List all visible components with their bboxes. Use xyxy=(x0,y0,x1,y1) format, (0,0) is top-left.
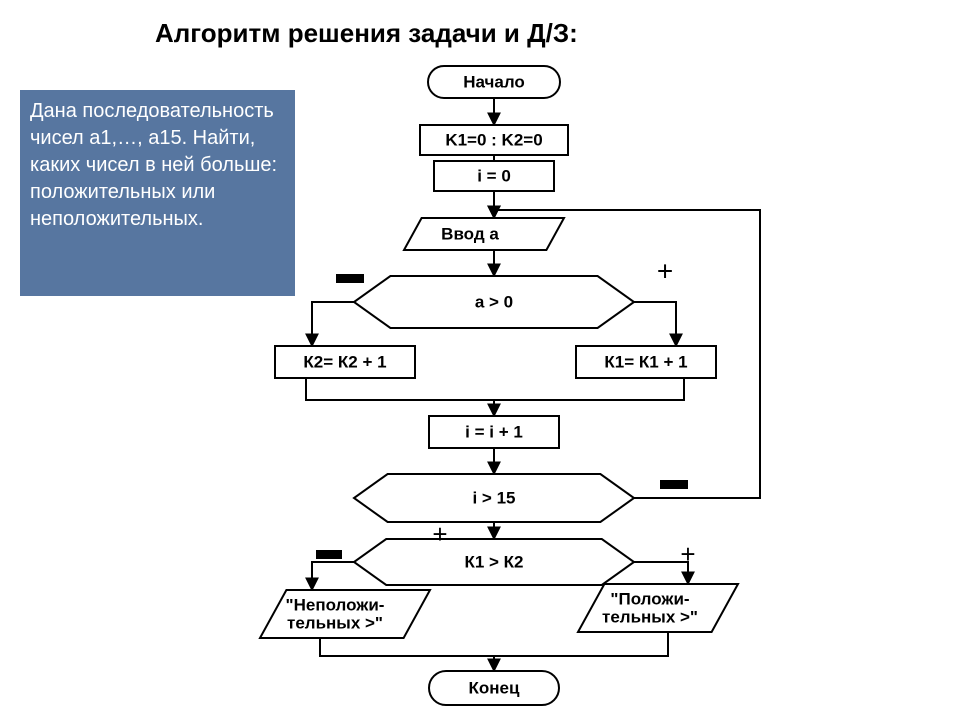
svg-text:К1 > К2: К1 > К2 xyxy=(464,552,523,571)
svg-text:a > 0: a > 0 xyxy=(475,292,513,311)
svg-text:i > 15: i > 15 xyxy=(472,488,515,507)
svg-text:тельных >": тельных >" xyxy=(287,613,383,632)
svg-text:К2= К2 + 1: К2= К2 + 1 xyxy=(303,352,386,371)
svg-text:тельных >": тельных >" xyxy=(602,607,698,626)
svg-text:"Неположи-: "Неположи- xyxy=(286,596,385,615)
svg-text:K1=0 : K2=0: K1=0 : K2=0 xyxy=(445,130,542,149)
svg-text:Конец: Конец xyxy=(469,678,520,697)
svg-text:Ввод a: Ввод a xyxy=(441,224,499,243)
svg-text:+: + xyxy=(680,539,695,569)
svg-text:К1= К1 + 1: К1= К1 + 1 xyxy=(604,352,687,371)
svg-text:+: + xyxy=(657,255,673,286)
svg-text:i = i + 1: i = i + 1 xyxy=(465,422,523,441)
flowchart: Начало K1=0 : K2=0 i = 0 Ввод a a > 0 К2= К2 … xyxy=(0,0,960,720)
svg-text:"Положи-: "Положи- xyxy=(610,590,689,609)
svg-text:Начало: Начало xyxy=(463,72,525,91)
svg-text:+: + xyxy=(432,519,447,549)
svg-text:i = 0: i = 0 xyxy=(477,166,511,185)
